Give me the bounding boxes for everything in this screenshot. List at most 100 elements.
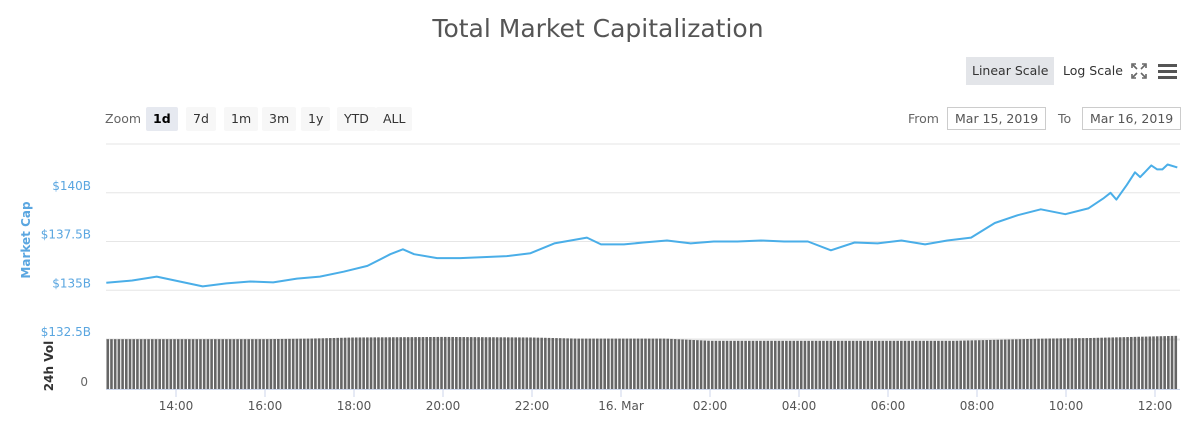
volume-bar bbox=[117, 339, 121, 389]
volume-bar bbox=[933, 340, 937, 389]
volume-bar bbox=[855, 340, 859, 389]
volume-bar bbox=[414, 337, 417, 389]
hamburger-menu-icon[interactable] bbox=[1158, 63, 1178, 79]
volume-bar bbox=[191, 339, 195, 389]
fullscreen-icon[interactable] bbox=[1131, 63, 1147, 79]
x-tick-label: 08:00 bbox=[960, 399, 995, 413]
volume-bar bbox=[837, 340, 840, 389]
zoom-1d-button[interactable]: 1d bbox=[146, 107, 178, 131]
volume-bar bbox=[688, 339, 692, 389]
volume-bar bbox=[544, 337, 547, 389]
volume-bar bbox=[1170, 335, 1174, 389]
volume-bar bbox=[900, 340, 903, 389]
volume-bar bbox=[1003, 339, 1007, 389]
volume-bar bbox=[1040, 338, 1044, 389]
volume-bar bbox=[214, 339, 217, 389]
volume-bar bbox=[1044, 338, 1048, 389]
volume-bar bbox=[595, 338, 599, 389]
volume-bar bbox=[966, 340, 970, 389]
zoom-1y-button[interactable]: 1y bbox=[301, 107, 331, 131]
volume-bar bbox=[874, 340, 877, 389]
zoom-all-button[interactable]: ALL bbox=[376, 107, 413, 131]
volume-bar bbox=[295, 338, 299, 389]
volume-bar bbox=[277, 338, 280, 389]
volume-bar bbox=[555, 338, 558, 389]
volume-bar bbox=[1092, 337, 1096, 389]
zoom-label: Zoom bbox=[105, 111, 142, 126]
volume-bar bbox=[762, 340, 766, 389]
zoom-1m-button[interactable]: 1m bbox=[224, 107, 259, 131]
to-date-input[interactable]: Mar 16, 2019 bbox=[1082, 107, 1182, 130]
volume-bar bbox=[1059, 338, 1063, 389]
volume-bar bbox=[1037, 338, 1040, 389]
y-axis-title: Market Cap bbox=[19, 201, 33, 279]
volume-bar bbox=[551, 338, 555, 389]
volume-bar bbox=[258, 339, 262, 389]
volume-bar bbox=[195, 339, 199, 389]
volume-bar bbox=[655, 338, 658, 389]
volume-bar bbox=[766, 340, 770, 389]
volume-bar bbox=[1081, 338, 1085, 389]
volume-bar bbox=[392, 337, 395, 389]
volume-bar bbox=[1096, 337, 1100, 389]
volume-bar bbox=[306, 338, 310, 389]
volume-bar bbox=[466, 337, 469, 389]
log-scale-button[interactable]: Log Scale bbox=[1063, 63, 1123, 78]
zoom-7d-button[interactable]: 7d bbox=[186, 107, 216, 131]
volume-bar bbox=[740, 340, 744, 389]
volume-bar bbox=[562, 338, 566, 389]
volume-bar bbox=[1022, 339, 1026, 389]
volume-bar bbox=[718, 340, 721, 389]
volume-bar bbox=[673, 339, 677, 389]
volume-bar bbox=[321, 338, 325, 389]
volume-bar bbox=[1000, 339, 1003, 389]
volume-bar bbox=[803, 340, 807, 389]
volume-bar bbox=[362, 337, 365, 389]
volume-bar bbox=[714, 340, 718, 389]
volume-bar bbox=[417, 337, 421, 389]
volume-bar bbox=[888, 340, 892, 389]
volume-bar bbox=[158, 339, 161, 389]
zoom-ytd-button[interactable]: YTD bbox=[337, 107, 376, 131]
volume-bar bbox=[703, 340, 707, 389]
volume-bar bbox=[540, 337, 543, 389]
volume-bar bbox=[944, 340, 948, 389]
volume-bar bbox=[926, 340, 929, 389]
volume-bar bbox=[484, 337, 488, 389]
volume-bar bbox=[284, 338, 288, 389]
volume-bar bbox=[1115, 337, 1118, 389]
volume-bar bbox=[121, 339, 124, 389]
volume-bar bbox=[833, 340, 836, 389]
zoom-3m-button[interactable]: 3m bbox=[262, 107, 297, 131]
volume-bar bbox=[922, 340, 925, 389]
volume-bar bbox=[451, 336, 454, 389]
x-tick-label: 10:00 bbox=[1049, 399, 1084, 413]
volume-bar bbox=[896, 340, 899, 389]
volume-bar bbox=[380, 337, 384, 389]
volume-bar bbox=[696, 340, 699, 389]
linear-scale-button[interactable]: Linear Scale bbox=[966, 57, 1055, 85]
volume-bar bbox=[981, 340, 985, 389]
volume-bar bbox=[325, 338, 328, 389]
volume-bar bbox=[236, 339, 239, 389]
volume-bar bbox=[729, 340, 733, 389]
volume-bar bbox=[239, 339, 243, 389]
volume-bar bbox=[1133, 336, 1137, 389]
volume-bar bbox=[1063, 338, 1066, 389]
volume-bar bbox=[1122, 337, 1126, 389]
volume-bar bbox=[881, 340, 885, 389]
volume-bar bbox=[510, 337, 514, 389]
volume-bar bbox=[607, 338, 610, 389]
volume-bar bbox=[751, 340, 755, 389]
volume-bar bbox=[848, 340, 851, 389]
volume-bar bbox=[951, 340, 955, 389]
volume-bar bbox=[106, 339, 110, 389]
volume-bar bbox=[210, 339, 213, 389]
volume-bar bbox=[588, 338, 592, 389]
volume-bar bbox=[369, 337, 373, 389]
from-date-input[interactable]: Mar 15, 2019 bbox=[947, 107, 1047, 130]
volume-bar bbox=[1011, 339, 1014, 389]
volume-bar bbox=[347, 337, 351, 389]
volume-bar bbox=[340, 337, 343, 389]
